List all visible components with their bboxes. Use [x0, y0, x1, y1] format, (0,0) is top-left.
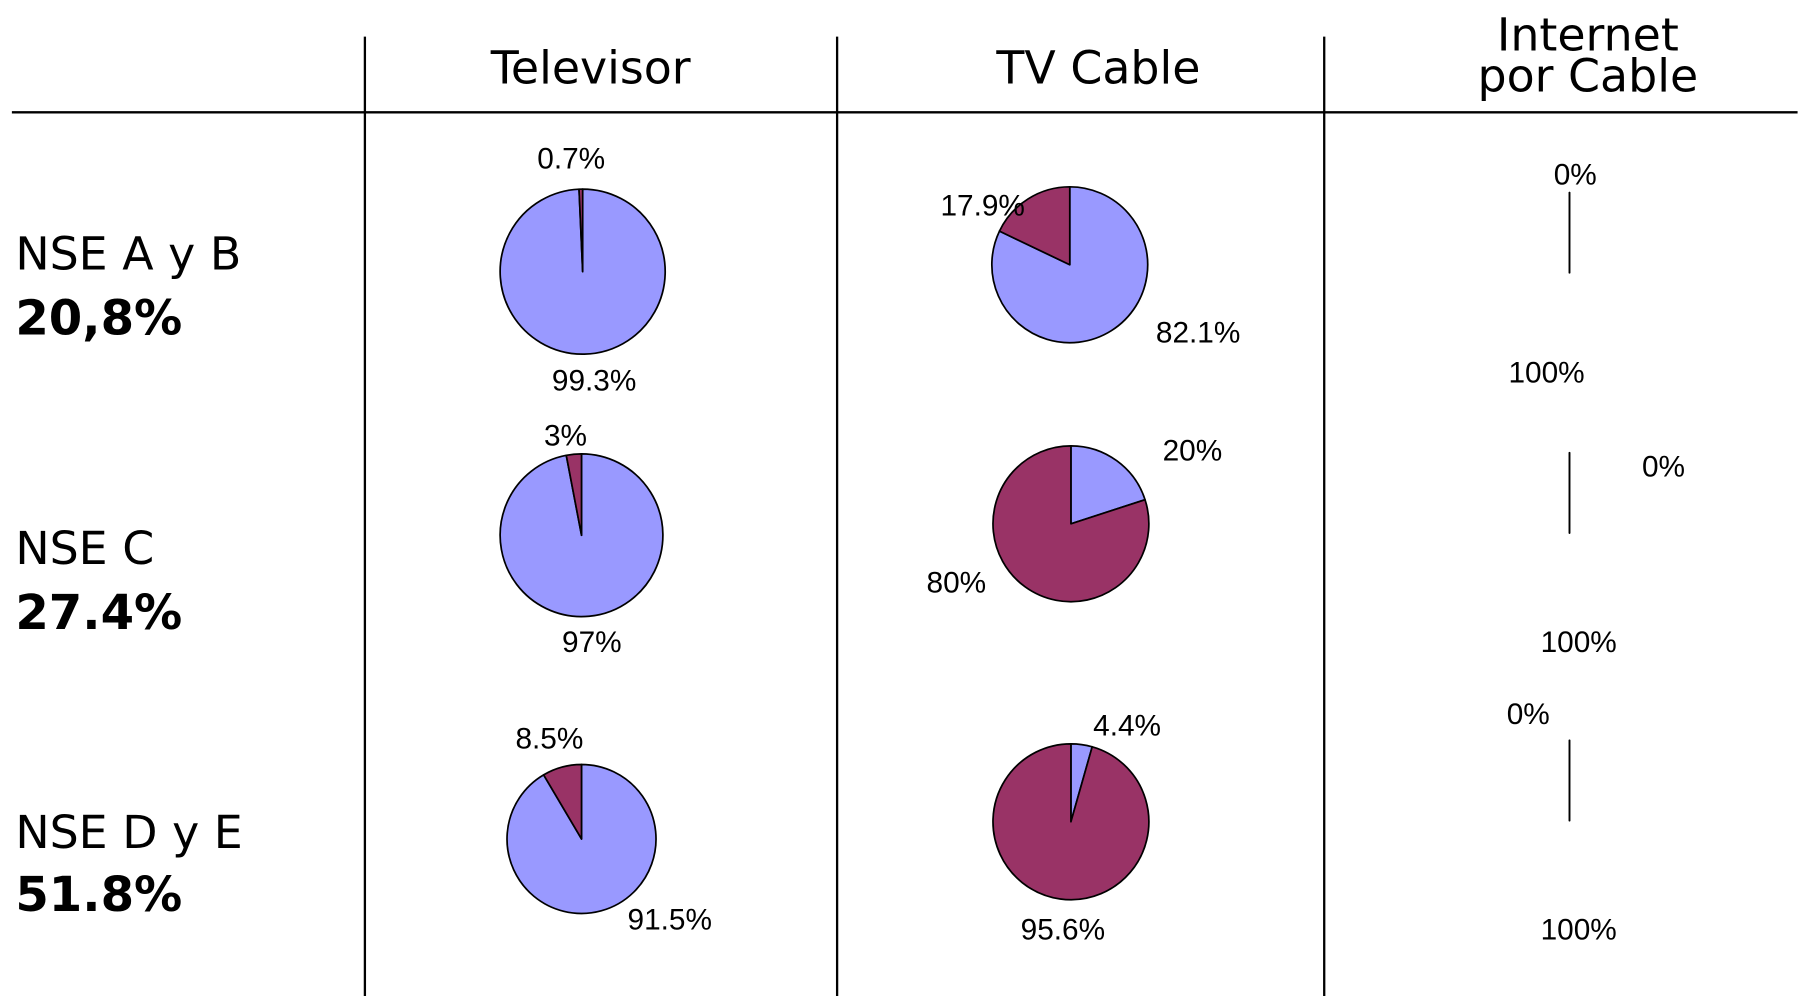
pie-slice	[990, 185, 1149, 344]
slice-label: 100%	[1541, 914, 1617, 947]
row-label: NSE D y E	[15, 805, 242, 859]
slice-label: 3%	[544, 420, 587, 453]
slice-label: 20%	[1163, 435, 1223, 468]
slice-label: 99.3%	[552, 365, 636, 398]
pie-slice	[992, 742, 1150, 901]
slice-label: 82.1%	[1156, 317, 1240, 350]
slice-label: 91.5%	[628, 903, 712, 936]
row-label: NSE A y B	[15, 226, 241, 280]
slice-label: 0%	[1507, 698, 1550, 731]
pie-slice	[542, 763, 583, 840]
pie-slice	[998, 185, 1071, 266]
pie-slice	[1070, 444, 1146, 525]
slice-label: 100%	[1508, 357, 1584, 390]
column-header: TV Cable	[995, 41, 1200, 95]
row-label: NSE C	[15, 521, 154, 575]
column-header: por Cable	[1478, 49, 1699, 103]
slice-label: 97%	[562, 626, 622, 659]
row-share: 27.4%	[15, 585, 182, 641]
column-header: Televisor	[490, 41, 691, 95]
slice-label: 100%	[1541, 626, 1617, 659]
slice-label: 0%	[1554, 158, 1597, 191]
slice-label: 8.5%	[515, 722, 583, 755]
pie-slice	[992, 444, 1150, 603]
row-share: 20,8%	[15, 291, 182, 347]
slice-label: 80%	[927, 566, 987, 599]
slice-label: 4.4%	[1093, 710, 1161, 743]
slice-label: 17.9%	[940, 189, 1024, 222]
pie-slice	[578, 188, 584, 273]
column-header: Internet	[1497, 7, 1679, 61]
slice-label: 95.6%	[1021, 914, 1105, 947]
slice-label: 0%	[1642, 451, 1685, 484]
row-share: 51.8%	[15, 867, 182, 923]
pie-slice	[565, 453, 583, 537]
slice-label: 0.7%	[537, 142, 605, 175]
